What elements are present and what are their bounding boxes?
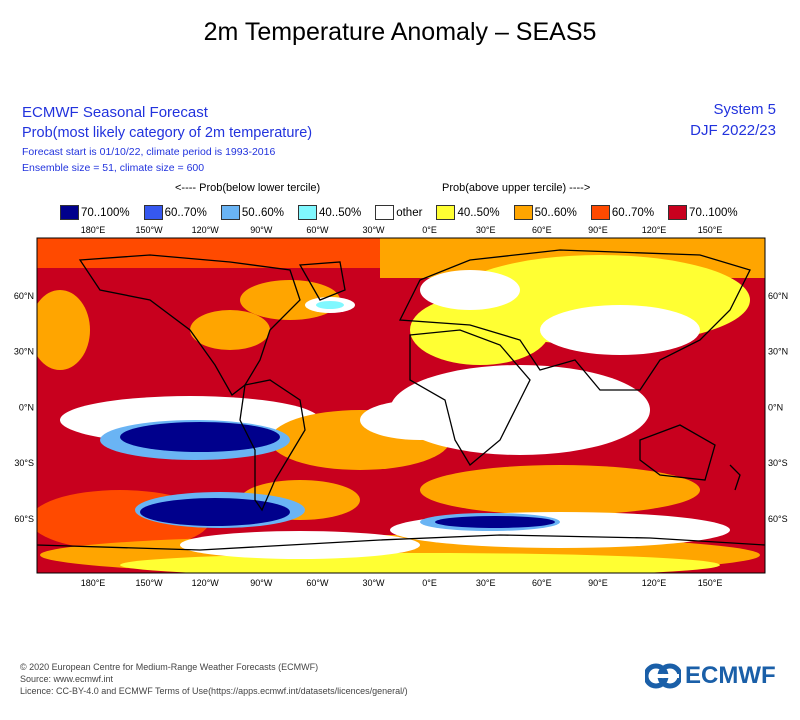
legend-swatch: [436, 205, 456, 220]
axis-tick-label: 0°E: [422, 578, 437, 588]
legend-item: 50..60%: [220, 205, 285, 220]
axis-tick-label: 30°E: [476, 225, 496, 235]
legend-label: 50..60%: [241, 206, 285, 219]
coastlines: [37, 249, 765, 551]
legend-label: 70..100%: [689, 206, 738, 219]
above-tercile-label: Prob(above upper tercile) ---->: [442, 182, 591, 194]
axis-tick-label: 120°E: [642, 225, 667, 235]
legend-item: 70..100%: [60, 205, 130, 220]
legend-item: other: [375, 205, 422, 220]
axis-tick-label: 120°W: [192, 578, 220, 588]
legend-item: 60..70%: [143, 205, 207, 220]
axis-tick-label: 30°N: [14, 347, 34, 357]
page-title: 2m Temperature Anomaly – SEAS5: [203, 18, 597, 46]
axis-tick-label: 30°S: [14, 458, 34, 468]
ecmwf-logo: ECMWF: [645, 662, 776, 690]
axis-tick-label: 150°W: [136, 578, 164, 588]
axis-tick-label: 90°E: [588, 225, 608, 235]
legend-label: 70..100%: [81, 206, 130, 219]
axis-tick-label: 60°S: [14, 514, 34, 524]
licence: Licence: CC-BY-4.0 and ECMWF Terms of Us…: [20, 686, 408, 696]
legend-item: 70..100%: [668, 205, 738, 220]
axis-tick-label: 180°E: [81, 225, 106, 235]
header-line1: ECMWF Seasonal Forecast: [22, 104, 208, 121]
legend-item: 60..70%: [590, 205, 655, 220]
legend-swatch: [220, 205, 240, 220]
legend-label: 40..50%: [319, 206, 362, 219]
axis-tick-label: 90°W: [250, 225, 273, 235]
legend-item: 40..50%: [298, 205, 361, 220]
header-line4: Ensemble size = 51, climate size = 600: [22, 162, 205, 174]
legend-swatch: [143, 205, 163, 220]
map-ticks: 180°E 180°E 150°W 150°W 120°W 120°W 90°W 90°W 60…: [14, 225, 788, 588]
source: Source: www.ecmwf.int: [20, 674, 114, 684]
axis-tick-label: 60°E: [532, 578, 552, 588]
copyright: © 2020 European Centre for Medium-Range …: [20, 662, 319, 672]
legend-item: 50..60%: [513, 205, 577, 220]
axis-tick-label: 180°E: [81, 578, 106, 588]
legend-label: other: [396, 206, 423, 219]
legend-swatch: [668, 205, 688, 220]
legend-label: 60..70%: [611, 206, 655, 219]
axis-tick-label: 60°S: [768, 514, 788, 524]
axis-tick-label: 0°N: [768, 402, 783, 412]
axis-tick-label: 30°N: [768, 347, 788, 357]
axis-tick-label: 90°E: [588, 578, 608, 588]
probability-field: [37, 238, 765, 573]
axis-tick-label: 120°W: [192, 225, 220, 235]
legend-swatch: [60, 205, 79, 220]
axis-tick-label: 30°S: [768, 458, 788, 468]
axis-tick-label: 30°E: [476, 578, 496, 588]
ecmwf-logo-icon: [645, 663, 681, 689]
axis-tick-label: 60°W: [306, 578, 329, 588]
header-line2: Prob(most likely category of 2m temperat…: [22, 125, 313, 141]
axis-tick-label: 60°E: [532, 225, 552, 235]
axis-tick-label: 120°E: [642, 578, 667, 588]
period-label: DJF 2022/23: [690, 122, 776, 139]
axis-tick-label: 150°E: [698, 578, 723, 588]
legend-item: 40..50%: [436, 205, 500, 220]
legend-label: 50..60%: [534, 206, 577, 219]
system-label: System 5: [713, 101, 776, 118]
ecmwf-logo-text: ECMWF: [685, 662, 776, 689]
map-frame: [36, 237, 766, 574]
legend-swatch: [298, 205, 318, 220]
legend-label: 40..50%: [457, 206, 500, 219]
axis-tick-label: 0°E: [422, 225, 437, 235]
axis-tick-label: 0°N: [19, 402, 34, 412]
axis-tick-label: 30°W: [362, 578, 385, 588]
axis-tick-label: 150°W: [136, 225, 164, 235]
axis-tick-label: 150°E: [698, 225, 723, 235]
below-tercile-label: <---- Prob(below lower tercile): [175, 182, 321, 194]
axis-tick-label: 90°W: [250, 578, 273, 588]
axis-tick-label: 60°N: [768, 291, 788, 301]
axis-tick-label: 30°W: [362, 225, 385, 235]
legend-swatch: [513, 205, 533, 220]
legend-swatch: [590, 205, 610, 220]
header-line3: Forecast start is 01/10/22, climate peri…: [22, 146, 276, 158]
axis-tick-label: 60°W: [306, 225, 329, 235]
axis-tick-label: 60°N: [14, 291, 34, 301]
legend: 70..100% 60..70% 50..60% 40..50% other 40..50…: [60, 205, 744, 220]
legend-swatch: [375, 205, 395, 220]
legend-label: 60..70%: [164, 206, 207, 219]
footer: © 2020 European Centre for Medium-Range …: [20, 661, 408, 697]
